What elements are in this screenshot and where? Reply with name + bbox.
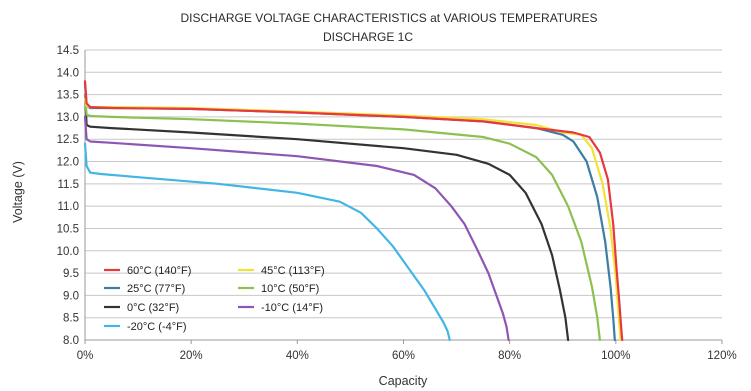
y-tick-label: 14.5 <box>57 45 79 57</box>
series-line <box>83 115 510 342</box>
legend: 60°C (140°F) 45°C (113°F) 25°C (77°F) 10°C … <box>104 265 325 333</box>
y-tick-label: 8.5 <box>63 313 79 325</box>
x-tick-label: 20% <box>180 350 203 362</box>
y-tick-label: 11.0 <box>57 201 79 213</box>
x-tick-label: 40% <box>286 350 309 362</box>
y-tick-label: 11.5 <box>57 179 79 191</box>
y-tick-label: 12.5 <box>57 134 79 146</box>
legend-label: 10°C (50°F) <box>261 283 319 295</box>
series-line <box>83 93 570 342</box>
legend-label: -10°C (14°F) <box>261 302 323 314</box>
x-tick-label: 0% <box>77 350 94 362</box>
grid <box>85 49 722 341</box>
series-layer <box>83 80 624 342</box>
series-line <box>83 80 624 342</box>
x-tick-label: 120% <box>707 350 736 362</box>
chart-subtitle: DISCHARGE 1C <box>323 30 413 44</box>
legend-label: 0°C (32°F) <box>127 302 179 314</box>
y-tick-label: 14.0 <box>57 67 79 79</box>
plot-frame <box>84 50 722 341</box>
y-tick-label: 8.0 <box>63 335 79 347</box>
legend-label: 60°C (140°F) <box>127 265 191 277</box>
y-tick-label: 9.5 <box>63 268 79 280</box>
series-line <box>83 93 602 342</box>
chart-title: DISCHARGE VOLTAGE CHARACTERISTICS at VAR… <box>181 11 598 25</box>
y-tick-label: 13.5 <box>57 90 79 102</box>
x-tick-label: 100% <box>601 350 630 362</box>
y-axis-label: Voltage (V) <box>11 161 25 223</box>
chart-titles: DISCHARGE VOLTAGE CHARACTERISTICS at VAR… <box>181 11 598 44</box>
series-line <box>83 142 451 342</box>
y-tick-label: 9.0 <box>63 290 79 302</box>
x-tick-label: 60% <box>392 350 415 362</box>
x-tick-label: 80% <box>498 350 521 362</box>
x-axis-label: Capacity <box>379 374 428 388</box>
y-tick-label: 10.0 <box>57 246 79 258</box>
y-axis-ticks: 8.0 8.5 9.0 9.5 10.0 10.5 11.0 11.5 12.0 12.5 13.0… <box>57 45 79 347</box>
y-tick-label: 12.0 <box>57 157 79 169</box>
x-axis-ticks: 0% 20% 40% 60% 80% 100% 120% <box>77 340 737 362</box>
legend-label: 25°C (77°F) <box>127 283 185 295</box>
y-tick-label: 13.0 <box>57 112 79 124</box>
legend-label: -20°C (-4°F) <box>127 321 187 333</box>
legend-label: 45°C (113°F) <box>261 265 325 277</box>
y-tick-label: 10.5 <box>57 223 79 235</box>
